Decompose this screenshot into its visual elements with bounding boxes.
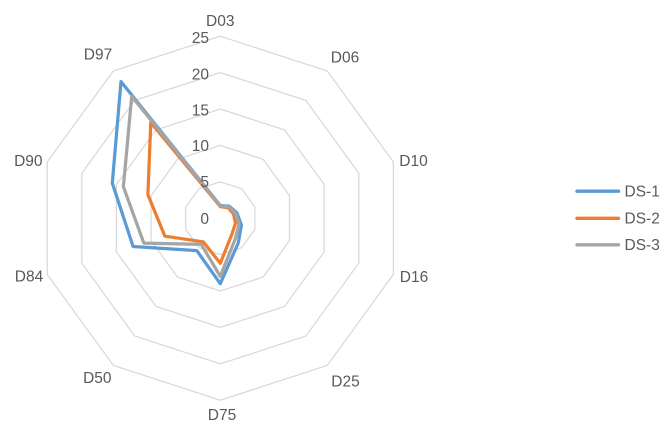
svg-text:D06: D06 [331, 49, 359, 66]
svg-text:15: 15 [192, 102, 209, 119]
svg-text:D10: D10 [399, 153, 428, 170]
svg-text:D50: D50 [83, 370, 112, 387]
svg-text:10: 10 [192, 138, 210, 155]
svg-text:20: 20 [192, 66, 210, 83]
svg-text:D16: D16 [400, 269, 428, 286]
svg-text:D97: D97 [84, 46, 112, 63]
svg-text:DS-2: DS-2 [625, 211, 660, 228]
svg-text:DS-3: DS-3 [625, 237, 660, 254]
svg-text:25: 25 [192, 30, 209, 47]
svg-text:D25: D25 [331, 373, 359, 390]
svg-text:D84: D84 [15, 268, 44, 285]
svg-text:0: 0 [200, 211, 209, 228]
svg-text:5: 5 [200, 174, 209, 191]
svg-text:D03: D03 [206, 13, 234, 30]
svg-text:D90: D90 [14, 153, 43, 170]
svg-text:D75: D75 [208, 407, 236, 424]
svg-text:DS-1: DS-1 [625, 184, 660, 201]
